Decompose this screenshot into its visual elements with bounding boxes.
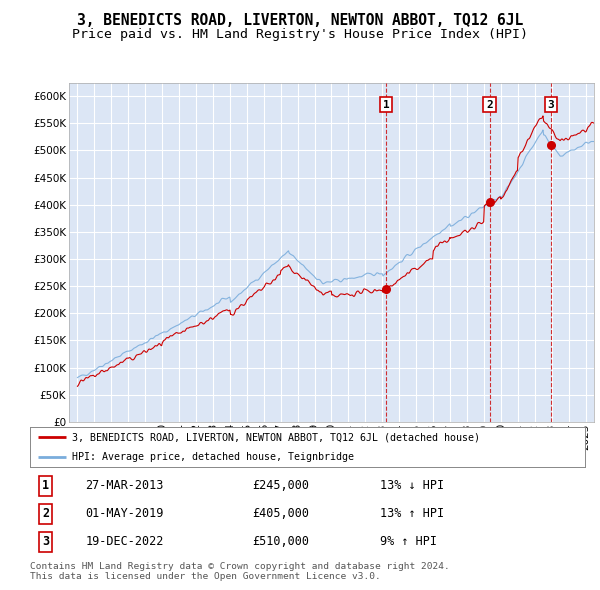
Text: 19-DEC-2022: 19-DEC-2022	[86, 535, 164, 548]
Text: 3, BENEDICTS ROAD, LIVERTON, NEWTON ABBOT, TQ12 6JL (detached house): 3, BENEDICTS ROAD, LIVERTON, NEWTON ABBO…	[71, 432, 479, 442]
Text: 2: 2	[486, 100, 493, 110]
Text: 3: 3	[42, 535, 49, 548]
Text: £405,000: £405,000	[252, 507, 309, 520]
Text: 13% ↑ HPI: 13% ↑ HPI	[380, 507, 444, 520]
Text: £245,000: £245,000	[252, 480, 309, 493]
Text: Contains HM Land Registry data © Crown copyright and database right 2024.
This d: Contains HM Land Registry data © Crown c…	[30, 562, 450, 581]
Text: £510,000: £510,000	[252, 535, 309, 548]
Text: 3, BENEDICTS ROAD, LIVERTON, NEWTON ABBOT, TQ12 6JL: 3, BENEDICTS ROAD, LIVERTON, NEWTON ABBO…	[77, 13, 523, 28]
Text: 01-MAY-2019: 01-MAY-2019	[86, 507, 164, 520]
Text: 27-MAR-2013: 27-MAR-2013	[86, 480, 164, 493]
Text: HPI: Average price, detached house, Teignbridge: HPI: Average price, detached house, Teig…	[71, 453, 353, 462]
Text: 1: 1	[42, 480, 49, 493]
Text: 9% ↑ HPI: 9% ↑ HPI	[380, 535, 437, 548]
Text: 2: 2	[42, 507, 49, 520]
Text: Price paid vs. HM Land Registry's House Price Index (HPI): Price paid vs. HM Land Registry's House …	[72, 28, 528, 41]
Text: 3: 3	[548, 100, 554, 110]
Text: 1: 1	[383, 100, 389, 110]
Text: 13% ↓ HPI: 13% ↓ HPI	[380, 480, 444, 493]
